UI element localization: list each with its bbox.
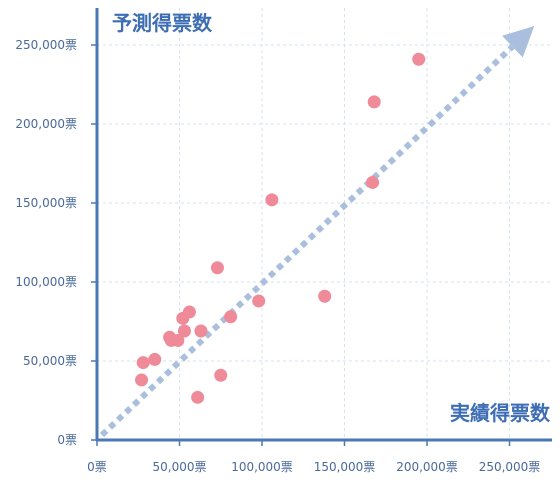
data-point	[177, 324, 191, 338]
data-point	[214, 368, 228, 382]
reference-line	[99, 44, 515, 438]
data-point	[367, 95, 381, 109]
data-point	[224, 310, 238, 324]
x-tick-label: 200,000票	[396, 460, 458, 474]
data-point	[194, 324, 208, 338]
data-point	[135, 373, 149, 387]
y-axis-title: 予測得票数	[112, 11, 213, 35]
x-tick-label: 150,000票	[314, 460, 376, 474]
y-tick-label: 200,000票	[15, 117, 77, 131]
data-points	[135, 52, 426, 404]
data-point	[171, 333, 185, 347]
data-point	[191, 390, 205, 404]
x-tick-label: 250,000票	[479, 460, 541, 474]
data-point	[210, 261, 224, 275]
x-tick-label: 0票	[87, 460, 107, 474]
x-tick-label: 50,000票	[153, 460, 207, 474]
data-point	[412, 52, 426, 66]
axes	[91, 8, 552, 446]
reference-arrowhead	[502, 26, 535, 58]
reference-arrow	[99, 26, 535, 438]
y-tick-label: 250,000票	[15, 38, 77, 52]
tick-labels: 0票 50,000票 100,000票 150,000票 200,000票 250,000…	[15, 38, 540, 474]
data-point	[136, 356, 150, 370]
y-tick-label: 50,000票	[23, 354, 77, 368]
x-axis-title: 実績得票数	[450, 401, 551, 425]
data-point	[318, 289, 332, 303]
data-point	[265, 193, 279, 207]
y-tick-label: 150,000票	[15, 196, 77, 210]
x-tick-label: 100,000票	[231, 460, 293, 474]
data-point	[182, 305, 196, 319]
y-tick-label: 100,000票	[15, 275, 77, 289]
data-point	[148, 352, 162, 366]
data-point	[366, 175, 380, 189]
grid-lines	[97, 8, 552, 440]
data-point	[252, 294, 266, 308]
y-tick-label: 0票	[57, 433, 77, 447]
